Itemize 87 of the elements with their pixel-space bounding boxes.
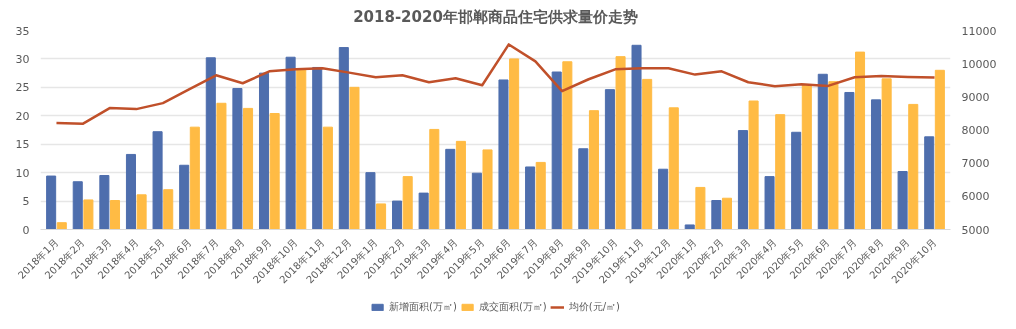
- bar: [402, 176, 413, 230]
- bar: [588, 110, 599, 230]
- y2-tick-label: 8000: [961, 124, 990, 137]
- bar: [72, 181, 83, 230]
- bar: [136, 194, 147, 230]
- bar: [482, 149, 493, 230]
- bar: [179, 164, 190, 230]
- chart-title: 2018-2020年邯郸商品住宅供求量价走势: [353, 7, 638, 26]
- bar: [908, 103, 919, 230]
- bar: [801, 84, 812, 230]
- bar: [429, 128, 440, 230]
- y2-tick-label: 9000: [961, 90, 990, 104]
- bar: [817, 73, 828, 230]
- bar: [163, 189, 174, 230]
- bar: [535, 161, 546, 230]
- y-tick-label: 25: [15, 81, 30, 95]
- legend-label: 成交面积(万㎡): [478, 300, 547, 314]
- y-tick-label: 30: [15, 52, 30, 66]
- bar: [934, 69, 945, 230]
- legend-label: 均价(元/㎡): [568, 300, 620, 314]
- bar: [870, 99, 882, 230]
- bar: [349, 86, 360, 230]
- bar: [604, 89, 615, 230]
- bar: [296, 68, 307, 230]
- y2-tick-label: 11000: [961, 24, 997, 38]
- bar: [828, 81, 839, 230]
- bar: [711, 200, 722, 230]
- bar: [721, 197, 733, 230]
- bar: [418, 192, 429, 230]
- bar: [737, 130, 748, 230]
- line-series: [55, 43, 936, 125]
- bar: [551, 71, 562, 230]
- y-tick-label: 15: [15, 138, 30, 152]
- y2-tick-label: 6000: [961, 190, 990, 204]
- bar: [205, 57, 216, 230]
- bar: [376, 203, 387, 230]
- bar: [498, 79, 509, 230]
- bar: [109, 200, 121, 230]
- bar: [578, 148, 589, 230]
- bar: [684, 224, 695, 230]
- bar: [46, 175, 57, 230]
- bar: [525, 166, 536, 230]
- bar: [455, 140, 466, 230]
- bar: [232, 87, 243, 230]
- bar: [99, 174, 110, 230]
- bar: [269, 113, 280, 230]
- y-tick-label: 5: [22, 195, 30, 209]
- bar: [844, 91, 855, 230]
- y-tick-label: 20: [15, 109, 30, 123]
- bar: [258, 72, 270, 230]
- bar: [855, 51, 866, 230]
- y2-tick-label: 5000: [961, 223, 990, 237]
- bar: [285, 56, 296, 230]
- y2-tick-label: 7000: [961, 157, 990, 171]
- bar: [881, 78, 892, 230]
- bar: [775, 114, 786, 230]
- bar: [791, 131, 802, 230]
- bar: [392, 200, 403, 230]
- bar: [322, 126, 333, 230]
- bar: [445, 148, 456, 230]
- bar: [764, 176, 775, 230]
- bar: [695, 186, 706, 230]
- y-tick-label: 0: [22, 223, 30, 237]
- bar: [83, 199, 94, 230]
- bar: [924, 136, 935, 230]
- bar: [642, 78, 653, 230]
- bar: [471, 172, 482, 230]
- bar: [897, 171, 908, 230]
- bar: [216, 102, 227, 230]
- bar: [668, 107, 679, 230]
- y-tick-label: 10: [15, 166, 30, 180]
- bar: [748, 100, 759, 230]
- y-tick-label: 35: [15, 24, 30, 38]
- bar: [631, 44, 642, 230]
- bar: [658, 168, 669, 230]
- bar: [189, 126, 200, 230]
- bar: [125, 153, 136, 230]
- bar: [615, 56, 626, 230]
- bar: [562, 61, 573, 230]
- bar: [509, 58, 520, 230]
- bar: [365, 172, 376, 230]
- bar: [56, 222, 67, 230]
- y2-tick-label: 10000: [961, 57, 997, 71]
- bar: [152, 131, 163, 230]
- legend-label: 新增面积(万㎡): [389, 300, 457, 314]
- bar: [243, 107, 254, 230]
- bar: [338, 47, 349, 230]
